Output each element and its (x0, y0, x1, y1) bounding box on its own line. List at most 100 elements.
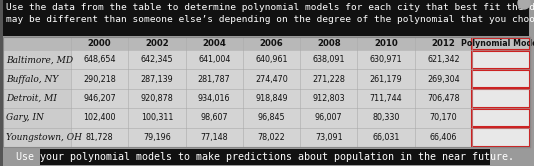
FancyBboxPatch shape (473, 50, 530, 69)
Text: 912,803: 912,803 (312, 94, 345, 103)
Bar (300, 69, 357, 89)
Text: Detroit, MI: Detroit, MI (6, 94, 57, 103)
Text: 621,342: 621,342 (427, 55, 460, 64)
Bar (71, 69, 128, 89)
Text: 648,654: 648,654 (83, 55, 116, 64)
Text: 934,016: 934,016 (198, 94, 231, 103)
Text: 638,091: 638,091 (312, 55, 345, 64)
Text: 920,878: 920,878 (140, 94, 174, 103)
Bar (186, 108, 243, 128)
Text: 2006: 2006 (260, 39, 284, 48)
Text: 290,218: 290,218 (83, 75, 116, 84)
Bar (415, 50, 472, 69)
Text: 102,400: 102,400 (83, 113, 116, 122)
Bar (243, 128, 300, 147)
Bar (3, 108, 71, 128)
Bar (243, 108, 300, 128)
Text: 2010: 2010 (374, 39, 398, 48)
Bar (128, 128, 186, 147)
Bar (3, 37, 530, 147)
Bar (0, 0, 3, 166)
Bar (243, 50, 300, 69)
Text: 77,148: 77,148 (200, 133, 228, 142)
Text: 66,406: 66,406 (430, 133, 457, 142)
Bar (71, 50, 128, 69)
Bar (357, 89, 415, 108)
FancyBboxPatch shape (473, 89, 530, 108)
Text: 100,311: 100,311 (141, 113, 173, 122)
Text: Use your polynomial models to make predictions about population in the near futu: Use your polynomial models to make predi… (16, 152, 514, 162)
Text: 287,139: 287,139 (140, 75, 174, 84)
FancyBboxPatch shape (473, 128, 530, 147)
Text: 269,304: 269,304 (427, 75, 460, 84)
Bar (71, 128, 128, 147)
Bar (3, 37, 530, 50)
Text: 2012: 2012 (431, 39, 456, 48)
Text: 261,179: 261,179 (370, 75, 403, 84)
Text: 2004: 2004 (202, 39, 226, 48)
Bar (300, 128, 357, 147)
FancyBboxPatch shape (473, 70, 530, 88)
Text: 946,207: 946,207 (83, 94, 116, 103)
Text: 96,845: 96,845 (258, 113, 285, 122)
Text: 78,022: 78,022 (257, 133, 285, 142)
Bar (40, 149, 490, 165)
Bar (128, 69, 186, 89)
FancyBboxPatch shape (473, 109, 530, 127)
Text: 630,971: 630,971 (370, 55, 403, 64)
Text: 70,170: 70,170 (429, 113, 457, 122)
Text: Youngstown, OH: Youngstown, OH (6, 133, 82, 142)
Text: 641,004: 641,004 (198, 55, 230, 64)
Bar (3, 128, 71, 147)
Text: Polynomial Model: Polynomial Model (461, 39, 534, 48)
Bar (3, 69, 71, 89)
Text: 2000: 2000 (88, 39, 112, 48)
Text: Baltimore, MD: Baltimore, MD (6, 55, 73, 64)
Bar (186, 128, 243, 147)
Text: 711,744: 711,744 (370, 94, 403, 103)
Text: Gary, IN: Gary, IN (6, 113, 44, 122)
Bar (128, 108, 186, 128)
FancyBboxPatch shape (473, 38, 530, 49)
Bar (357, 69, 415, 89)
Text: Use the data from the table to determine polynomial models for each city that be: Use the data from the table to determine… (6, 3, 534, 25)
Text: Buffalo, NY: Buffalo, NY (6, 75, 58, 84)
Bar (300, 108, 357, 128)
Bar (71, 108, 128, 128)
Bar (415, 108, 472, 128)
Bar (128, 89, 186, 108)
Bar (357, 50, 415, 69)
Bar (186, 89, 243, 108)
Text: 918,849: 918,849 (255, 94, 288, 103)
Bar (300, 89, 357, 108)
Bar (186, 69, 243, 89)
Bar (3, 89, 71, 108)
Bar (243, 89, 300, 108)
Bar (3, 37, 530, 147)
Bar (71, 89, 128, 108)
Text: 98,607: 98,607 (200, 113, 228, 122)
Bar (186, 50, 243, 69)
Text: 2008: 2008 (317, 39, 341, 48)
Text: 642,345: 642,345 (140, 55, 173, 64)
Bar (128, 50, 186, 69)
Bar (300, 50, 357, 69)
Bar (357, 128, 415, 147)
Bar (415, 89, 472, 108)
Text: 79,196: 79,196 (143, 133, 171, 142)
Bar (415, 69, 472, 89)
Text: 281,787: 281,787 (198, 75, 231, 84)
Text: 73,091: 73,091 (315, 133, 343, 142)
Text: 81,728: 81,728 (86, 133, 113, 142)
Text: 80,330: 80,330 (372, 113, 400, 122)
Bar (243, 69, 300, 89)
Text: 274,470: 274,470 (255, 75, 288, 84)
Text: 96,007: 96,007 (315, 113, 343, 122)
Text: 2002: 2002 (145, 39, 169, 48)
Text: 66,031: 66,031 (372, 133, 400, 142)
Bar (3, 50, 71, 69)
Text: 271,228: 271,228 (312, 75, 345, 84)
Bar (357, 108, 415, 128)
Circle shape (518, 0, 530, 9)
Text: 640,961: 640,961 (255, 55, 288, 64)
